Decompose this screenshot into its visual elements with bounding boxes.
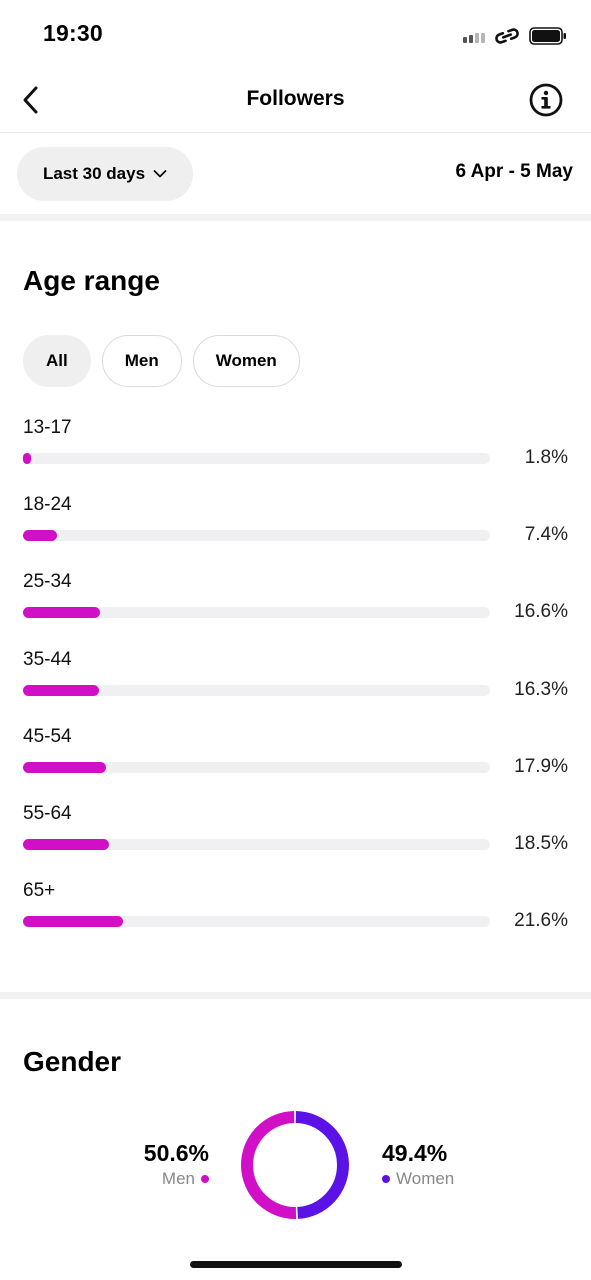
men-percentage: 50.6% bbox=[143, 1140, 209, 1166]
status-icons bbox=[463, 24, 567, 48]
bar-track bbox=[23, 453, 490, 464]
bar-track bbox=[23, 607, 490, 619]
bar-fill bbox=[23, 916, 124, 928]
age-row-65-plus: 65+ 21.6% bbox=[23, 878, 568, 955]
gender-chart: 50.6% Men 49.4% Women bbox=[0, 1100, 591, 1230]
cellular-signal-icon bbox=[463, 29, 485, 43]
bar-fill bbox=[23, 838, 110, 850]
men-label: Men bbox=[161, 1169, 195, 1188]
bar-fill bbox=[23, 453, 32, 464]
donut-segment-women bbox=[295, 1111, 349, 1219]
date-range-dropdown[interactable]: Last 30 days bbox=[17, 147, 193, 201]
age-percentage: 16.6% bbox=[514, 601, 568, 623]
age-row-35-44: 35-44 16.3% bbox=[23, 647, 568, 724]
age-range-list: 13-17 1.8% 18-24 7.4% 25-34 16.6% 35-44 … bbox=[23, 415, 568, 955]
gender-title: Gender bbox=[23, 1046, 122, 1077]
age-row-45-54: 45-54 17.9% bbox=[23, 724, 568, 801]
back-button[interactable] bbox=[14, 82, 50, 118]
info-icon bbox=[529, 83, 563, 117]
women-percentage: 49.4% bbox=[382, 1140, 448, 1166]
men-dot-icon bbox=[201, 1175, 209, 1183]
women-stat: 49.4% Women bbox=[382, 1140, 454, 1189]
men-legend: Men bbox=[144, 1169, 209, 1189]
section-divider bbox=[0, 992, 591, 999]
info-button[interactable] bbox=[528, 82, 564, 118]
age-label: 13-17 bbox=[23, 417, 72, 438]
age-label: 65+ bbox=[23, 880, 56, 902]
donut-segment-men bbox=[240, 1111, 297, 1219]
chip-all[interactable]: All bbox=[23, 335, 91, 387]
bar-track bbox=[23, 530, 490, 542]
age-row-25-34: 25-34 16.6% bbox=[23, 569, 568, 646]
age-label: 35-44 bbox=[23, 648, 72, 670]
home-indicator bbox=[190, 1261, 402, 1268]
status-bar: 19:30 bbox=[0, 0, 591, 70]
page-title: Followers bbox=[246, 87, 345, 110]
women-label: Women bbox=[396, 1169, 455, 1188]
age-label: 55-64 bbox=[23, 802, 72, 824]
battery-icon bbox=[529, 27, 566, 45]
bar-track bbox=[23, 761, 490, 773]
section-divider bbox=[0, 214, 591, 221]
chevron-left-icon bbox=[23, 86, 38, 114]
date-range-text: 6 Apr - 5 May bbox=[455, 161, 573, 182]
age-percentage: 17.9% bbox=[514, 755, 568, 777]
date-range-dropdown-label: Last 30 days bbox=[42, 164, 146, 183]
age-percentage: 18.5% bbox=[514, 832, 568, 854]
age-percentage: 1.8% bbox=[524, 447, 568, 468]
age-label: 18-24 bbox=[23, 494, 72, 516]
age-percentage: 7.4% bbox=[524, 524, 568, 546]
women-legend: Women bbox=[382, 1169, 454, 1189]
chevron-down-icon bbox=[153, 170, 167, 178]
age-percentage: 21.6% bbox=[514, 910, 568, 932]
age-range-title: Age range bbox=[23, 265, 160, 296]
bar-fill bbox=[23, 684, 99, 696]
bar-track bbox=[23, 916, 490, 928]
age-percentage: 16.3% bbox=[514, 678, 568, 700]
chip-men[interactable]: Men bbox=[101, 335, 182, 387]
gender-filter-chips: All Men Women bbox=[23, 335, 300, 387]
age-row-13-17: 13-17 1.8% bbox=[23, 415, 568, 492]
bar-track bbox=[23, 684, 490, 696]
age-row-18-24: 18-24 7.4% bbox=[23, 492, 568, 569]
bar-fill bbox=[23, 761, 107, 773]
status-time: 19:30 bbox=[43, 20, 103, 46]
age-row-55-64: 55-64 18.5% bbox=[23, 801, 568, 878]
bar-fill bbox=[23, 607, 101, 619]
women-dot-icon bbox=[382, 1175, 390, 1183]
chip-women[interactable]: Women bbox=[192, 335, 300, 387]
nav-header: Followers bbox=[0, 70, 591, 133]
bar-track bbox=[23, 838, 490, 850]
men-stat: 50.6% Men bbox=[144, 1140, 209, 1189]
age-label: 45-54 bbox=[23, 725, 72, 747]
bar-fill bbox=[23, 530, 58, 542]
link-icon bbox=[495, 28, 519, 44]
age-label: 25-34 bbox=[23, 571, 72, 593]
gender-donut bbox=[240, 1111, 349, 1219]
